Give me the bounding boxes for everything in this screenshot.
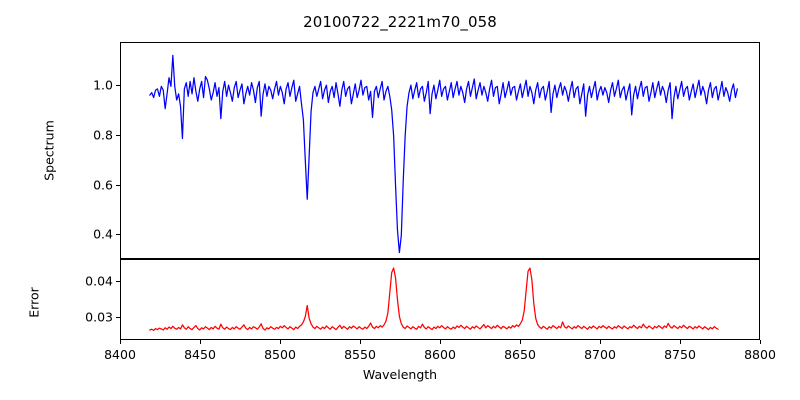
spectrum-ytick-mark	[116, 85, 120, 87]
wavelength-xtick-mark	[440, 340, 442, 344]
wavelength-xtick-label: 8450	[184, 347, 216, 362]
wavelength-xtick-label: 8650	[504, 347, 536, 362]
spectrum-axes	[120, 42, 760, 259]
wavelength-xtick-mark	[360, 340, 362, 344]
wavelength-xtick-label: 8600	[424, 347, 456, 362]
error-polyline	[149, 267, 719, 331]
error-line-series	[149, 267, 719, 331]
wavelength-xtick-mark	[520, 340, 522, 344]
spectrum-ytick-label: 0.4	[93, 226, 113, 242]
wavelength-xtick-mark	[200, 340, 202, 344]
figure-title: 20100722_2221m70_058	[303, 13, 497, 31]
error-axis-label: Error	[26, 287, 42, 318]
spectrum-ytick-label: 0.6	[93, 177, 113, 193]
spectrum-polyline	[149, 54, 738, 254]
wavelength-xtick-mark	[280, 340, 282, 344]
wavelength-xtick-label: 8700	[584, 347, 616, 362]
spectrum-line-series	[149, 54, 738, 254]
spectrum-ytick-label: 1.0	[93, 77, 113, 93]
error-axes	[120, 259, 760, 340]
spectrum-ytick-mark	[116, 135, 120, 137]
wavelength-xtick-mark	[760, 340, 762, 344]
error-ytick-label: 0.03	[85, 309, 113, 325]
wavelength-xtick-mark	[680, 340, 682, 344]
spectrum-ytick-mark	[116, 234, 120, 236]
wavelength-xtick-mark	[120, 340, 122, 344]
spectrum-ytick-mark	[116, 184, 120, 186]
wavelength-xtick-label: 8550	[344, 347, 376, 362]
wavelength-xtick-label: 8500	[264, 347, 296, 362]
wavelength-xtick-mark	[600, 340, 602, 344]
wavelength-xtick-label: 8750	[664, 347, 696, 362]
error-ytick-label: 0.04	[85, 273, 113, 289]
spectrum-ytick-label: 0.8	[93, 127, 113, 143]
wavelength-xtick-label: 8800	[744, 347, 776, 362]
wavelength-axis-label: Wavelength	[362, 367, 438, 382]
wavelength-xtick-label: 8400	[104, 347, 136, 362]
error-ytick-mark	[116, 280, 120, 282]
spectrum-axis-label: Spectrum	[41, 120, 57, 181]
error-ytick-mark	[116, 317, 120, 319]
